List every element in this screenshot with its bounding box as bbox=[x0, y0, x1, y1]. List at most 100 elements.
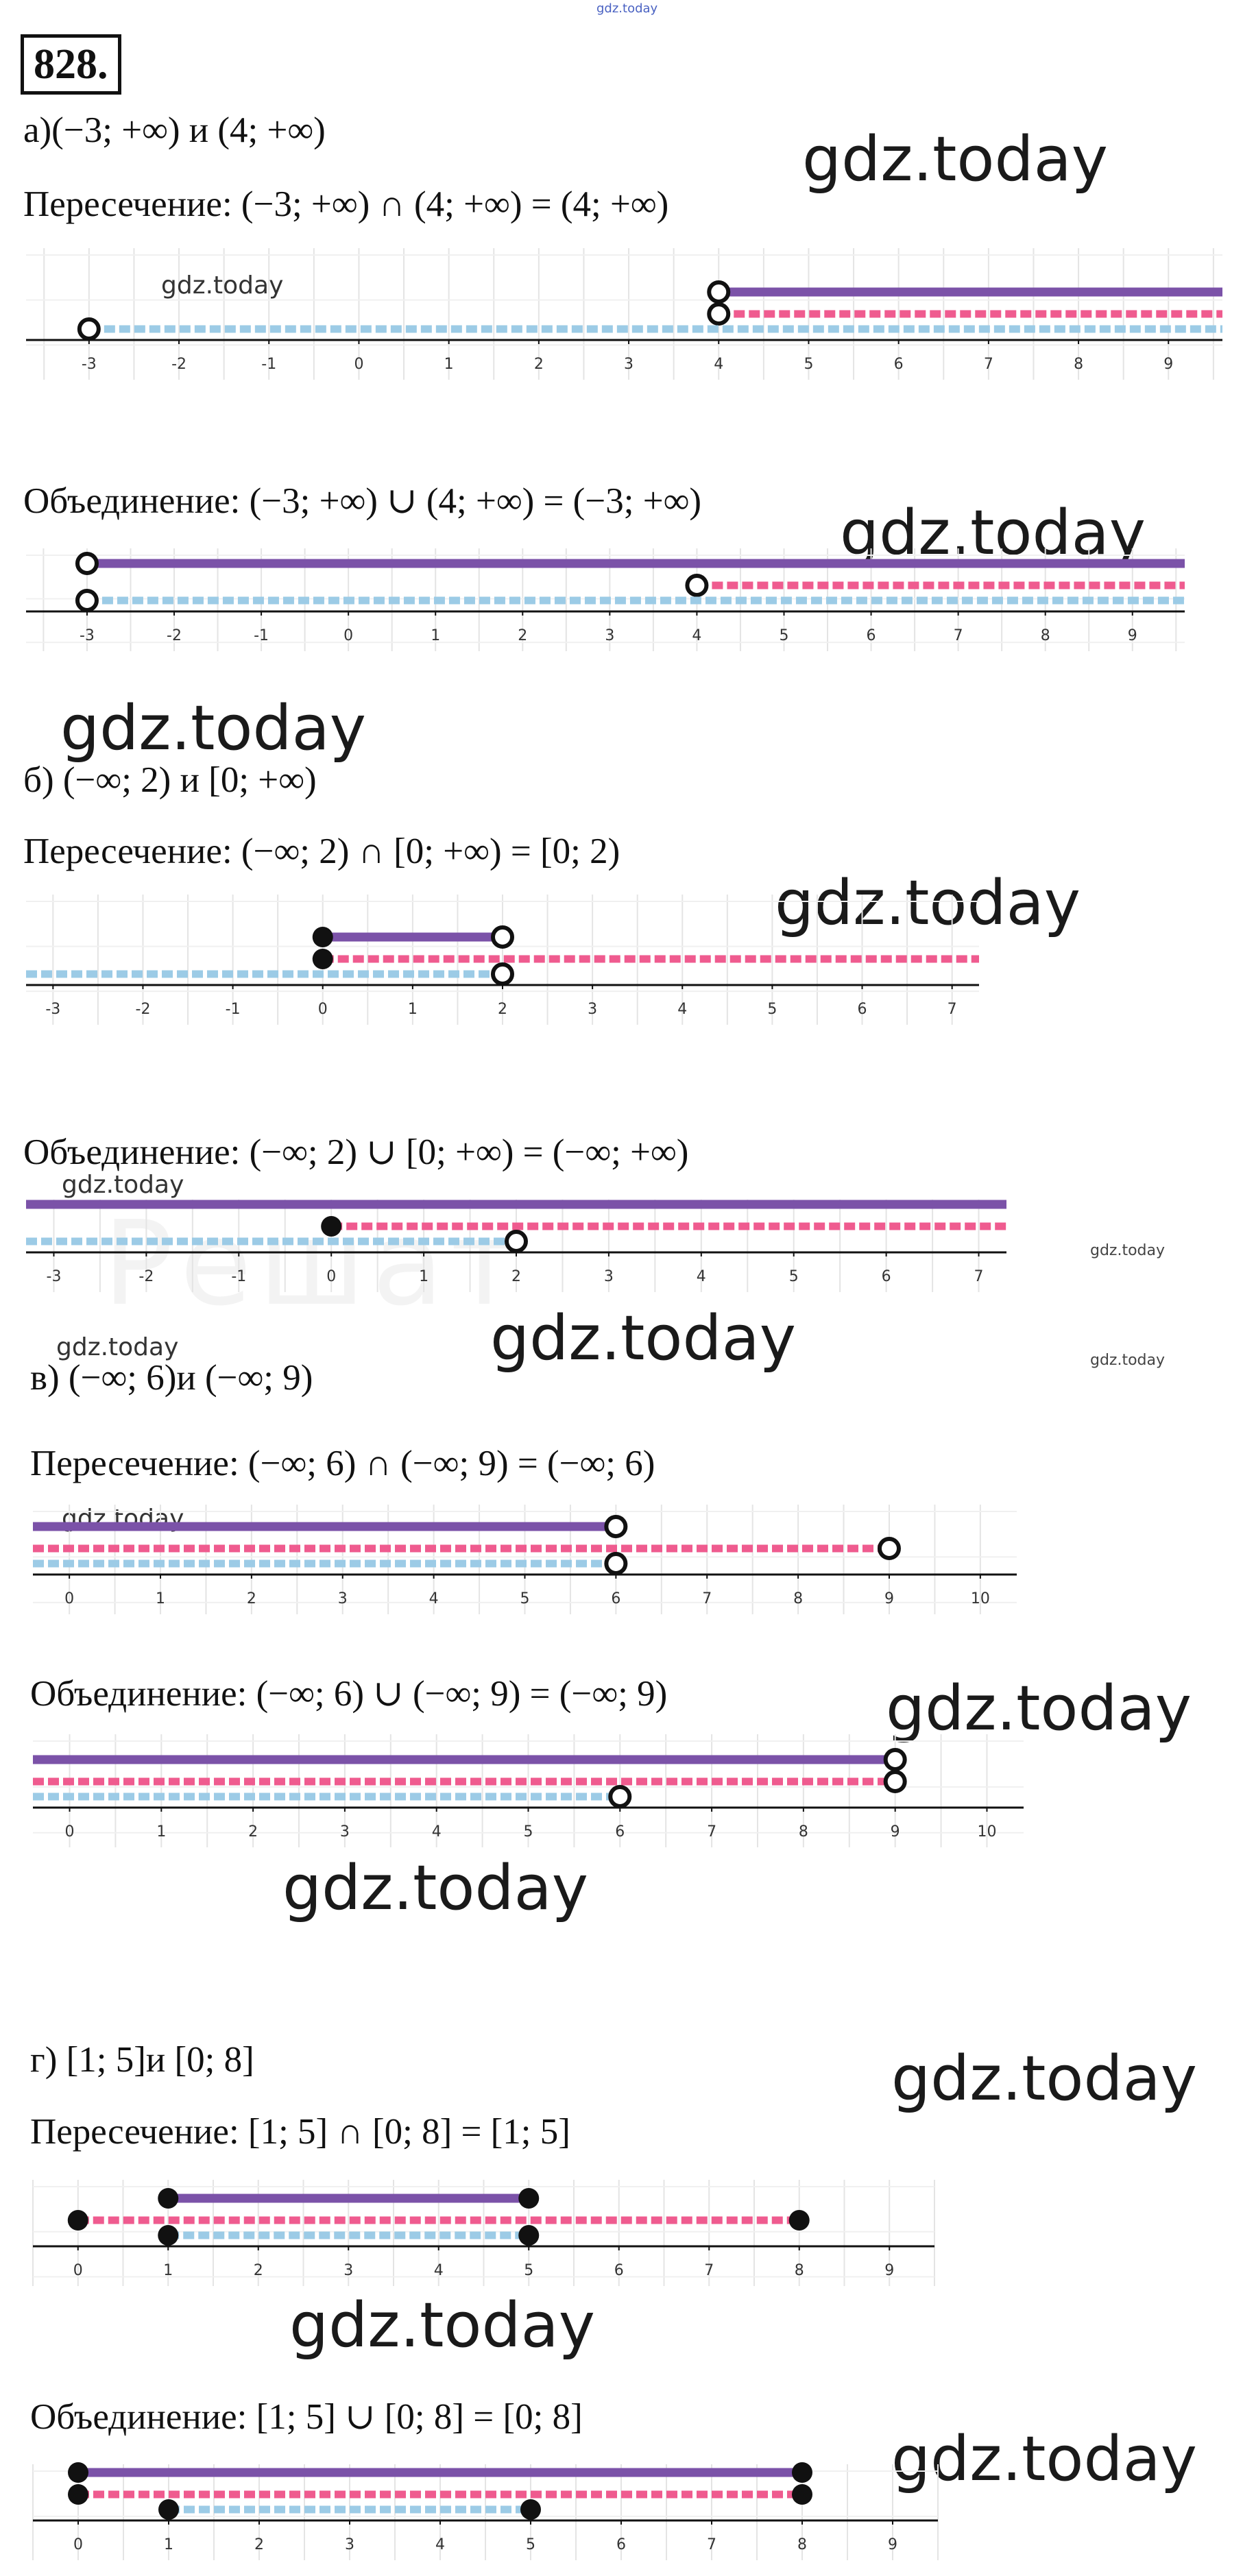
watermark: gdz.today bbox=[490, 1302, 797, 1374]
number-line-a-union: -3 -2 -1 0 1 2 3 4 5 6 7 8 9 bbox=[26, 548, 1185, 651]
tick-label: 4 bbox=[429, 1590, 439, 1607]
tick-label: 2 bbox=[254, 2536, 264, 2553]
open-endpoint bbox=[604, 1552, 628, 1575]
tick-label: -3 bbox=[82, 356, 97, 373]
tick-label: 9 bbox=[1128, 627, 1137, 644]
part-a-heading: а)(−3; +∞) и (4; +∞) bbox=[23, 110, 326, 150]
tick-label: 4 bbox=[714, 356, 723, 373]
tick-label: 0 bbox=[65, 1823, 75, 1840]
number-line-a-intersection: -3 -2 -1 0 1 2 3 4 5 6 7 8 9 bbox=[26, 248, 1222, 380]
watermark: gdz.today bbox=[62, 1171, 184, 1199]
part-c-intersection-text: Пересечение: (−∞; 6) ∩ (−∞; 9) = (−∞; 6) bbox=[30, 1444, 655, 1483]
closed-endpoint bbox=[158, 2225, 179, 2246]
problem-number: 828. bbox=[21, 34, 121, 95]
tick-label: 5 bbox=[804, 356, 813, 373]
tick-label: 2 bbox=[511, 1268, 521, 1285]
tick-label: 9 bbox=[891, 1823, 900, 1840]
tick-label: -2 bbox=[167, 627, 182, 644]
tick-label: 9 bbox=[888, 2536, 897, 2553]
tick-label: 3 bbox=[604, 1268, 614, 1285]
open-endpoint bbox=[491, 925, 514, 949]
part-d-heading: г) [1; 5]и [0; 8] bbox=[30, 2040, 254, 2080]
tick-label: 7 bbox=[707, 1823, 716, 1840]
part-b-intersection-text: Пересечение: (−∞; 2) ∩ [0; +∞) = [0; 2) bbox=[23, 831, 620, 871]
tick-label: 0 bbox=[318, 1001, 328, 1018]
open-endpoint bbox=[608, 1785, 632, 1808]
closed-endpoint bbox=[312, 927, 333, 947]
tick-label: 0 bbox=[73, 2262, 83, 2279]
tick-label: 3 bbox=[605, 627, 614, 644]
closed-endpoint bbox=[68, 2462, 88, 2483]
tick-label: 7 bbox=[948, 1001, 957, 1018]
watermark: gdz.today bbox=[891, 2043, 1198, 2115]
tick-label: 9 bbox=[884, 2262, 894, 2279]
tick-label: -1 bbox=[254, 627, 269, 644]
tick-label: 8 bbox=[1074, 356, 1083, 373]
tick-label: 6 bbox=[616, 2536, 626, 2553]
closed-endpoint bbox=[518, 2225, 540, 2246]
tick-label: 8 bbox=[799, 1823, 808, 1840]
closed-endpoint bbox=[312, 949, 333, 969]
tick-label: 1 bbox=[156, 1590, 165, 1607]
tick-label: 3 bbox=[340, 1823, 350, 1840]
tick-label: 7 bbox=[954, 627, 963, 644]
number-line-c-intersection: 0 1 2 3 4 5 6 7 8 9 10 bbox=[33, 1505, 1017, 1614]
closed-endpoint bbox=[792, 2484, 812, 2505]
tick-label: 6 bbox=[611, 1590, 620, 1607]
tick-label: 4 bbox=[432, 1823, 442, 1840]
tick-label: 7 bbox=[702, 1590, 712, 1607]
open-endpoint bbox=[707, 280, 731, 304]
tick-label: 7 bbox=[707, 2536, 716, 2553]
tick-label: 2 bbox=[498, 1001, 507, 1018]
tick-label: -2 bbox=[171, 356, 186, 373]
watermark: gdz.today bbox=[1090, 1242, 1166, 1259]
number-line-d-union: 0 1 2 3 4 5 6 7 8 9 bbox=[32, 2462, 939, 2560]
tick-label: 7 bbox=[704, 2262, 714, 2279]
watermark: gdz.today bbox=[161, 271, 284, 300]
tick-label: 2 bbox=[534, 356, 544, 373]
tick-label: 3 bbox=[343, 2262, 353, 2279]
tick-label: 1 bbox=[419, 1268, 429, 1285]
number-line-c-union: 0 1 2 3 4 5 6 7 8 9 10 bbox=[33, 1734, 1024, 1847]
open-endpoint bbox=[883, 1748, 907, 1771]
tick-label: 1 bbox=[163, 2262, 173, 2279]
watermark: gdz.today bbox=[775, 867, 1081, 939]
tick-label: 10 bbox=[971, 1590, 990, 1607]
watermark: gdz.today bbox=[56, 1333, 179, 1361]
closed-endpoint bbox=[788, 2210, 810, 2231]
tick-label: 5 bbox=[526, 2536, 535, 2553]
part-a-intersection-text: Пересечение: (−3; +∞) ∩ (4; +∞) = (4; +∞… bbox=[23, 184, 669, 224]
tick-label: 6 bbox=[858, 1001, 867, 1018]
part-d-union-text: Объединение: [1; 5] ∪ [0; 8] = [0; 8] bbox=[30, 2397, 583, 2437]
tick-label: 6 bbox=[614, 2262, 624, 2279]
tick-label: 4 bbox=[434, 2262, 444, 2279]
tick-label: 1 bbox=[164, 2536, 173, 2553]
tick-label: 5 bbox=[779, 627, 788, 644]
tick-label: 1 bbox=[156, 1823, 166, 1840]
tick-label: 2 bbox=[518, 627, 527, 644]
open-endpoint bbox=[505, 1230, 528, 1253]
number-line-b-intersection: -3 -2 -1 0 1 2 3 4 5 6 7 bbox=[26, 895, 979, 1025]
number-line-d-intersection: 0 1 2 3 4 5 6 7 8 9 bbox=[32, 2180, 935, 2286]
tick-label: 5 bbox=[789, 1268, 799, 1285]
tick-label: 9 bbox=[1163, 356, 1173, 373]
open-endpoint bbox=[77, 317, 101, 341]
tick-label: 9 bbox=[884, 1590, 894, 1607]
tick-label: 8 bbox=[793, 1590, 803, 1607]
tick-label: -2 bbox=[136, 1001, 151, 1018]
tick-label: 5 bbox=[767, 1001, 777, 1018]
closed-endpoint bbox=[518, 2188, 540, 2209]
closed-endpoint bbox=[67, 2210, 88, 2231]
closed-endpoint bbox=[520, 2499, 541, 2520]
tick-label: -3 bbox=[80, 627, 95, 644]
tick-label: 6 bbox=[615, 1823, 625, 1840]
open-endpoint bbox=[707, 302, 731, 326]
tick-label: 0 bbox=[343, 627, 353, 644]
tick-label: 1 bbox=[444, 356, 454, 373]
open-endpoint bbox=[491, 962, 514, 986]
open-endpoint bbox=[75, 589, 99, 612]
open-endpoint bbox=[75, 552, 99, 575]
tick-label: 8 bbox=[1041, 627, 1050, 644]
watermark: gdz.today bbox=[802, 123, 1109, 195]
tick-label: 5 bbox=[524, 2262, 533, 2279]
